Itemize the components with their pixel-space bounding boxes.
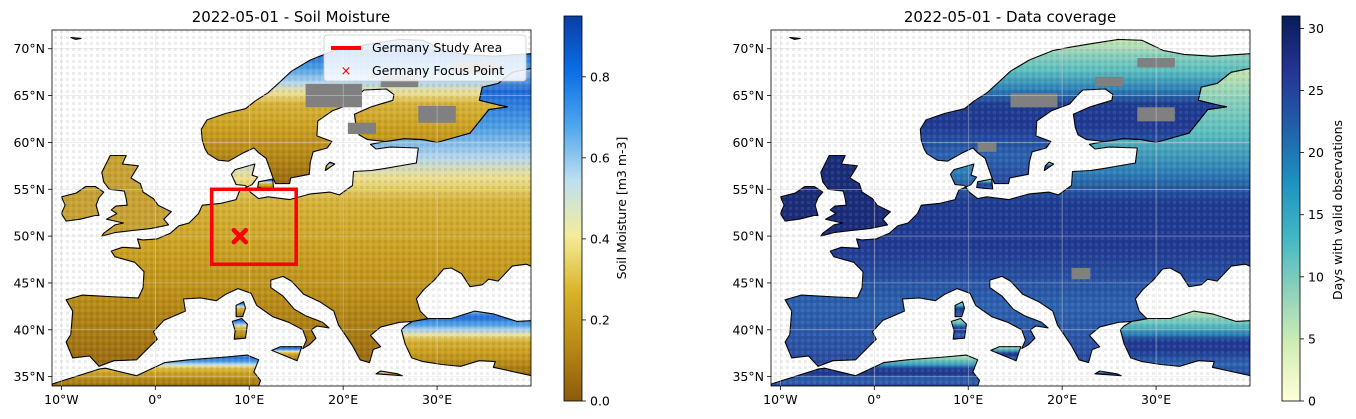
- missing-data-patch: [1010, 93, 1058, 108]
- land-svalbard_tip: [70, 36, 82, 40]
- land-gotland: [324, 161, 336, 172]
- land-sardinia: [950, 317, 967, 340]
- land-ireland: [779, 185, 824, 222]
- colorbar-tick-label: 0.2: [590, 312, 610, 327]
- study-area-box: [209, 187, 298, 266]
- data-coverage-colorbar: [1281, 15, 1301, 402]
- lat-tick-label: 45°N: [732, 275, 764, 290]
- lat-tick-label: 55°N: [732, 182, 764, 197]
- lon-tick-label: 10°E: [234, 392, 264, 407]
- land-crete: [1094, 370, 1122, 377]
- land-britain: [101, 154, 172, 237]
- lat-tick-label: 70°N: [732, 41, 764, 56]
- colorbar-tick-label: 25: [1308, 83, 1324, 98]
- lat-tick-label: 55°N: [13, 182, 45, 197]
- legend-box: [323, 34, 527, 82]
- data-coverage-title: 2022-05-01 - Data coverage: [904, 8, 1116, 26]
- lat-tick-label: 60°N: [13, 135, 45, 150]
- lon-tick-label: 20°E: [1047, 392, 1077, 407]
- data-coverage-colorbar-label: Days with valid observations: [1330, 120, 1345, 300]
- lon-tick-label: 10°W: [763, 392, 798, 407]
- lon-tick-label: 10°E: [953, 392, 983, 407]
- colorbar-tick-label: 30: [1308, 21, 1324, 36]
- soil-moisture-colorbar: [563, 15, 583, 402]
- lon-tick-label: 0°: [867, 392, 881, 407]
- land-svalbard_tip: [789, 36, 801, 40]
- missing-data-patch: [1071, 267, 1091, 280]
- lat-tick-label: 35°N: [13, 369, 45, 384]
- data-coverage-colorbar-ticks: 0 5 10 15 20 25 30: [1300, 21, 1324, 409]
- legend-focus-point-label: Germany Focus Point: [372, 63, 504, 78]
- land-sicily: [990, 346, 1022, 362]
- soil-moisture-lat-axis: 70°N 65°N 60°N 55°N 50°N 45°N 40°N 35°N: [13, 41, 52, 384]
- colorbar-tick-label: 5: [1308, 331, 1316, 346]
- lat-tick-label: 50°N: [13, 229, 45, 244]
- lat-tick-label: 45°N: [13, 275, 45, 290]
- colorbar-tick-label: 0.4: [590, 231, 610, 246]
- lat-tick-label: 65°N: [13, 88, 45, 103]
- data-coverage-map: [771, 30, 1250, 386]
- lon-tick-label: 20°E: [328, 392, 358, 407]
- soil-moisture-title: 2022-05-01 - Soil Moisture: [192, 8, 390, 26]
- soil-moisture-panel: 2022-05-01 - Soil Moisture 70°N 65°N 60°N 5…: [13, 8, 629, 409]
- colorbar-tick-label: 0: [1308, 394, 1316, 409]
- land-gotland: [1043, 161, 1055, 172]
- land-ireland: [60, 185, 105, 222]
- land-africa: [771, 354, 981, 386]
- land-sicily: [271, 346, 303, 362]
- lat-tick-label: 65°N: [732, 88, 764, 103]
- land-turkey: [400, 310, 531, 377]
- data-coverage-lat-axis: 70°N 65°N 60°N 55°N 50°N 45°N 40°N 35°N: [732, 41, 771, 384]
- land-turkey: [1119, 310, 1250, 377]
- data-coverage-panel: 2022-05-01 - Data coverage 70°N 65°N 60°N 5…: [732, 8, 1345, 409]
- soil-moisture-colorbar-label: Soil Moisture [m3 m-3]: [614, 137, 629, 280]
- legend-focus-point-swatch: ×: [341, 64, 352, 79]
- colorbar-tick-label: 10: [1308, 269, 1324, 284]
- lat-tick-label: 40°N: [732, 322, 764, 337]
- missing-data-patch: [347, 122, 377, 134]
- lat-tick-label: 70°N: [13, 41, 45, 56]
- missing-data-patch: [977, 142, 997, 152]
- colorbar-tick-label: 0.6: [590, 150, 610, 165]
- land-corsica: [235, 301, 247, 318]
- soil-moisture-colorbar-ticks: 0.0 0.2 0.4 0.6 0.8: [582, 69, 610, 409]
- lat-tick-label: 50°N: [732, 229, 764, 244]
- colorbar-tick-label: 0.8: [590, 69, 610, 84]
- lon-tick-label: 10°W: [44, 392, 79, 407]
- data-coverage-lon-axis: 10°W 0° 10°E 20°E 30°E: [763, 386, 1171, 407]
- soil-moisture-legend: Germany Study Area × Germany Focus Point: [323, 34, 527, 82]
- lon-tick-label: 0°: [148, 392, 162, 407]
- data-coverage-map-frame: [770, 29, 1251, 387]
- lat-tick-label: 40°N: [13, 322, 45, 337]
- lat-tick-label: 35°N: [732, 369, 764, 384]
- colorbar-tick-label: 15: [1308, 207, 1324, 222]
- soil-moisture-lon-axis: 10°W 0° 10°E 20°E 30°E: [44, 386, 452, 407]
- missing-data-patch: [380, 75, 419, 88]
- focus-point-marker: [231, 227, 249, 245]
- land-zealand: [976, 178, 994, 190]
- lon-tick-label: 30°E: [1141, 392, 1171, 407]
- soil-moisture-map-frame: [51, 29, 532, 387]
- land-britain: [820, 154, 891, 237]
- land-corsica: [954, 301, 966, 318]
- colorbar-tick-label: 20: [1308, 145, 1324, 160]
- legend-study-area-label: Germany Study Area: [372, 40, 502, 55]
- land-africa: [52, 354, 262, 386]
- lat-tick-label: 60°N: [732, 135, 764, 150]
- colorbar-tick-label: 0.0: [590, 394, 610, 409]
- land-sardinia: [231, 317, 248, 340]
- land-crete: [375, 370, 403, 377]
- missing-data-patch: [1095, 76, 1124, 87]
- soil-moisture-map: [52, 30, 531, 386]
- lon-tick-label: 30°E: [422, 392, 452, 407]
